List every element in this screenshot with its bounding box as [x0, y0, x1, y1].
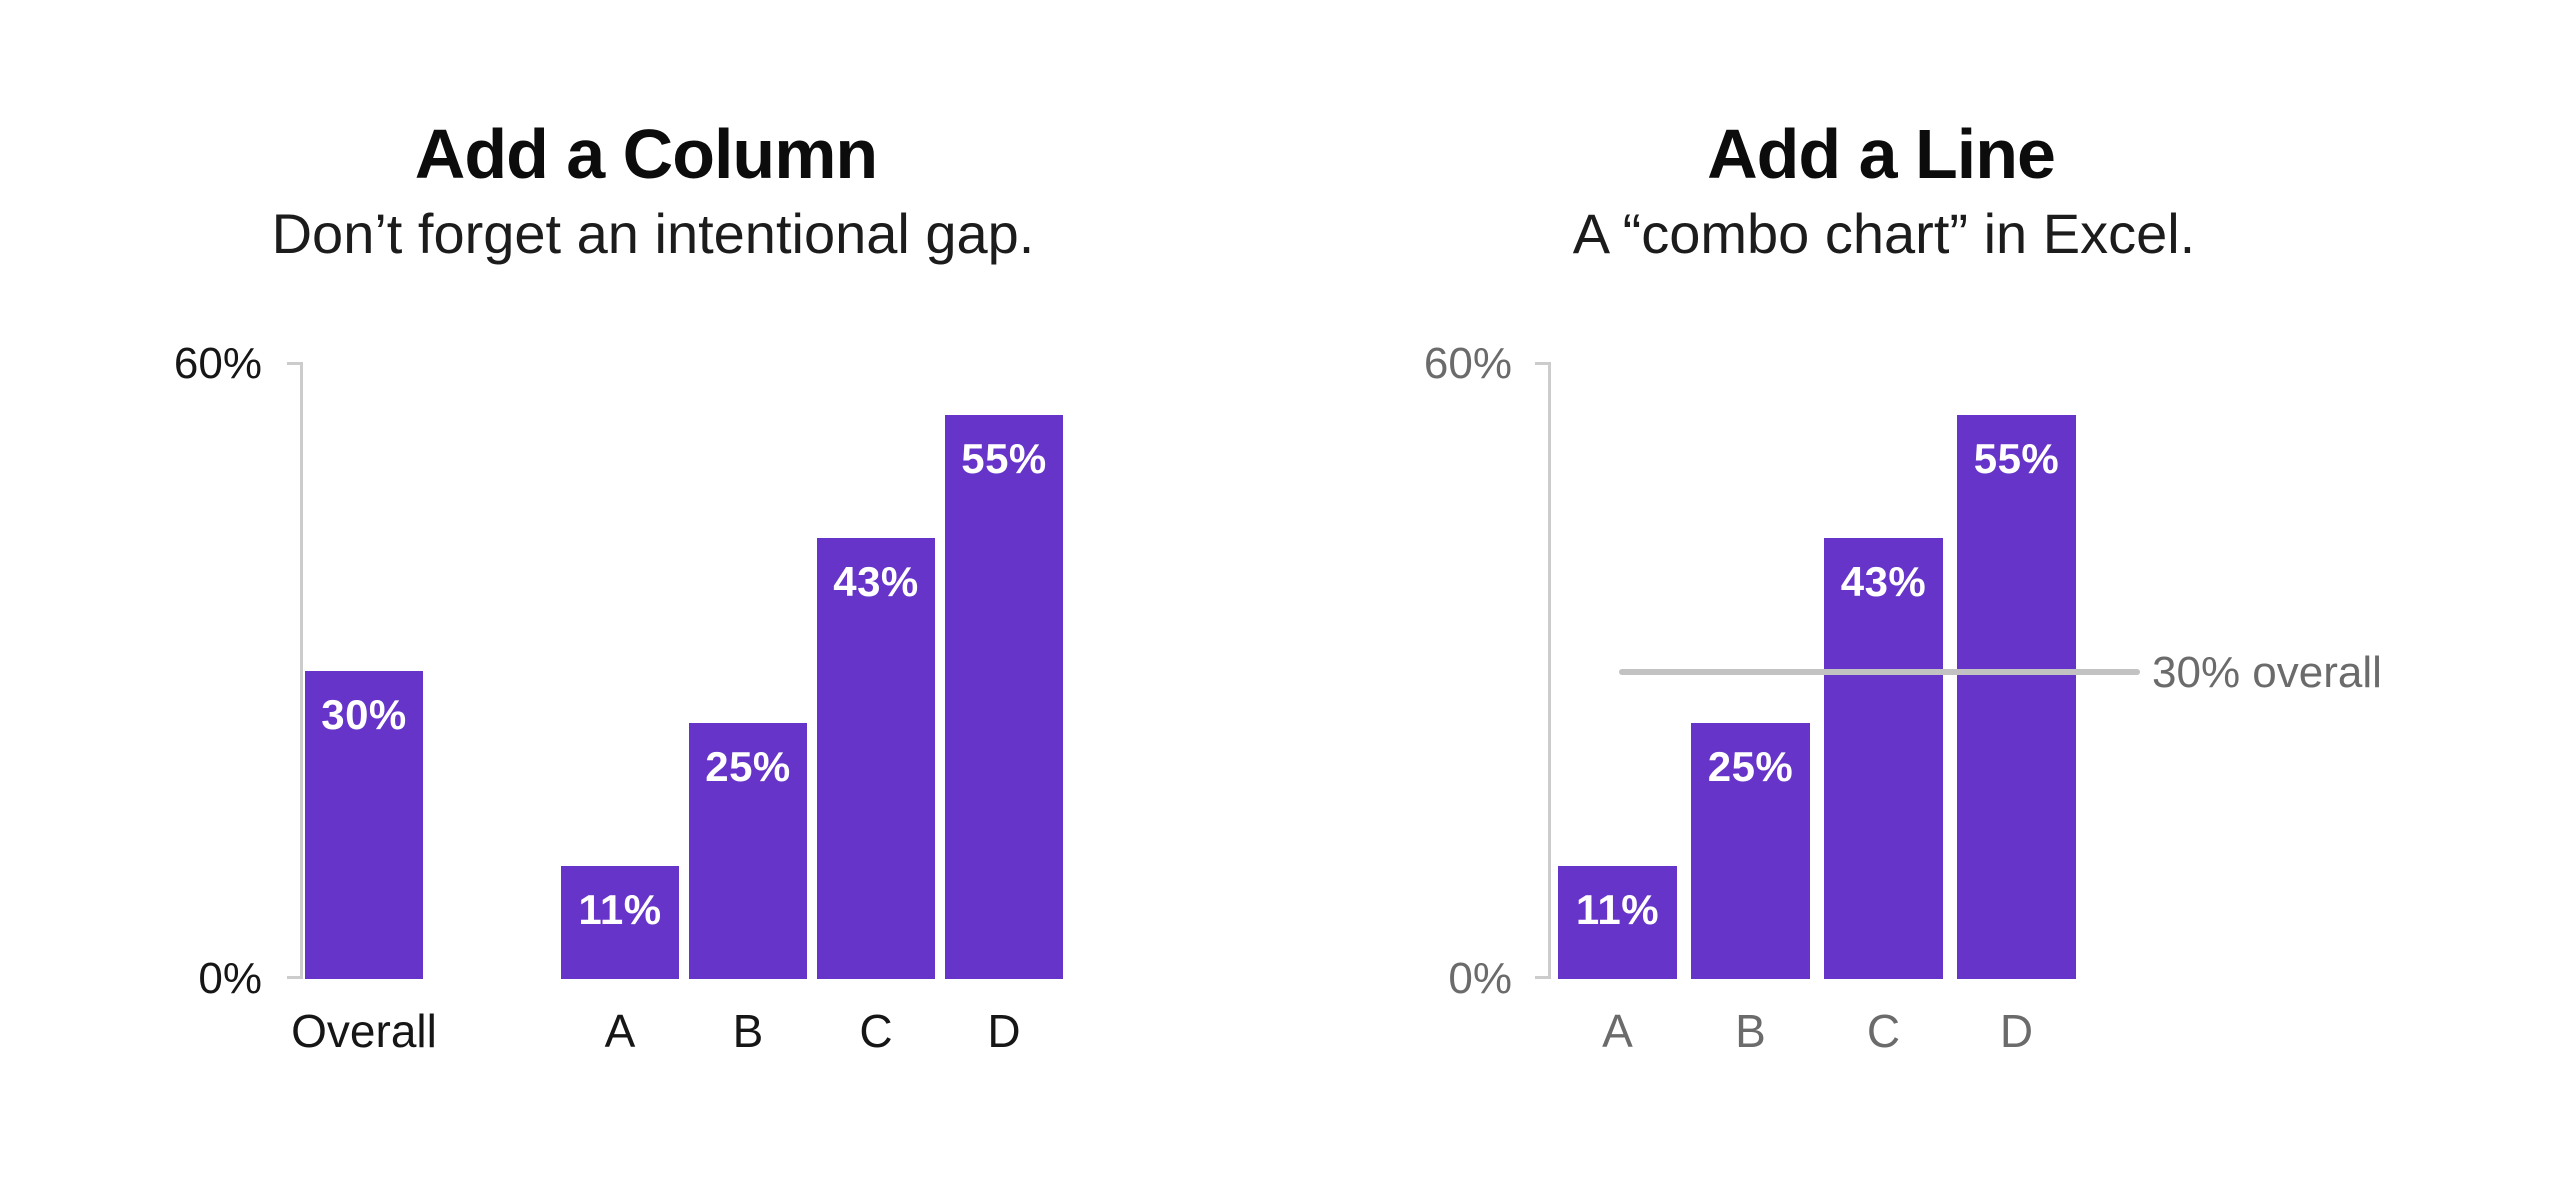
chart-subtitle-right: A “combo chart” in Excel.: [1572, 202, 2196, 265]
y-tick-label-60: 60%: [173, 339, 262, 388]
y-axis-tick-0: [1535, 976, 1551, 979]
y-axis-tick-0: [287, 976, 303, 979]
bar-d: 55%: [945, 415, 1063, 979]
bar-value-label: 55%: [961, 435, 1047, 482]
bar-c: 43%: [1824, 538, 1943, 979]
reference-line-label: 30% overall: [2152, 648, 2382, 697]
category-label-c: C: [1866, 1005, 1901, 1057]
chart-title-right: Add a Line: [1707, 115, 2056, 193]
bar-value-label: 25%: [705, 743, 791, 790]
bar-value-label: 25%: [1707, 743, 1794, 790]
category-label-a: A: [1602, 1005, 1633, 1057]
category-label-d: D: [987, 1005, 1021, 1057]
bar-value-label: 43%: [833, 558, 919, 605]
bar-d: 55%: [1957, 415, 2076, 979]
category-label-b: B: [732, 1005, 764, 1057]
bar-value-label: 55%: [1973, 435, 2060, 482]
category-label-overall: Overall: [291, 1005, 437, 1057]
chart-title-left: Add a Column: [414, 115, 878, 193]
bar-value-label: 43%: [1840, 558, 1927, 605]
bar-overall: 30%: [305, 671, 423, 979]
y-axis-tick-60: [287, 362, 303, 365]
y-axis-line: [300, 364, 303, 979]
chart-subtitle-left: Don’t forget an intentional gap.: [271, 202, 1035, 265]
y-axis-line: [1548, 364, 1551, 979]
category-label-d: D: [1999, 1005, 2034, 1057]
y-tick-label-0: 0%: [1448, 954, 1512, 1003]
bar-a: 11%: [561, 866, 679, 979]
category-label-c: C: [859, 1005, 893, 1057]
bar-value-label: 11%: [1575, 886, 1660, 933]
bar-c: 43%: [817, 538, 935, 979]
bar-value-label: 11%: [578, 886, 662, 933]
category-label-a: A: [604, 1005, 636, 1057]
y-tick-label-0: 0%: [198, 954, 262, 1003]
bar-b: 25%: [689, 723, 807, 979]
y-tick-label-60: 60%: [1423, 339, 1512, 388]
category-label-b: B: [1735, 1005, 1766, 1057]
bar-a: 11%: [1558, 866, 1677, 979]
reference-line: [1619, 669, 2140, 675]
y-axis-tick-60: [1535, 362, 1551, 365]
bar-value-label: 30%: [321, 691, 407, 738]
bar-b: 25%: [1691, 723, 1810, 979]
